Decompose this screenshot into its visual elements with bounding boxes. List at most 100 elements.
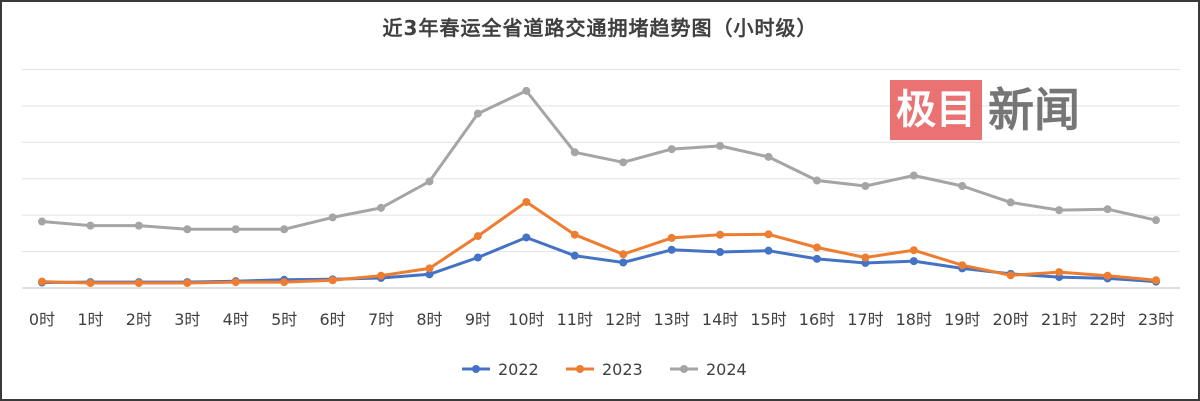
legend-label: 2023 <box>602 360 643 379</box>
data-point <box>280 278 289 287</box>
data-point <box>1055 268 1064 277</box>
data-point <box>38 277 46 286</box>
data-point <box>1152 216 1160 225</box>
data-point <box>764 152 773 161</box>
data-point <box>958 261 967 270</box>
data-point <box>473 109 482 118</box>
data-point <box>183 278 192 287</box>
watermark-text: 新闻 <box>988 83 1080 137</box>
data-point <box>473 232 482 241</box>
data-point <box>280 225 289 234</box>
data-point <box>134 221 143 230</box>
legend-label: 2022 <box>498 360 539 379</box>
data-point <box>570 148 579 157</box>
x-tick-label: 15时 <box>750 310 786 329</box>
legend-label: 2024 <box>706 360 747 379</box>
data-point <box>764 246 773 255</box>
data-point <box>38 217 46 226</box>
x-tick-label: 6时 <box>320 310 346 329</box>
x-tick-label: 14时 <box>702 310 738 329</box>
data-point <box>570 230 579 239</box>
data-point <box>667 145 676 154</box>
data-point <box>231 225 240 234</box>
x-tick-label: 13时 <box>653 310 689 329</box>
data-point <box>425 264 434 273</box>
data-point <box>667 233 676 242</box>
data-point <box>86 221 95 230</box>
data-point <box>619 158 628 167</box>
data-point <box>958 182 967 190</box>
data-point <box>1055 206 1064 215</box>
series-line-2024 <box>41 89 1157 231</box>
x-tick-label: 20时 <box>993 310 1029 329</box>
data-point <box>328 213 337 222</box>
legend-item-2023: 2023 <box>566 360 643 379</box>
x-tick-label: 10时 <box>508 310 544 329</box>
x-tick-label: 11时 <box>557 310 593 329</box>
x-tick-label: 22时 <box>1089 310 1125 329</box>
legend-item-2024: 2024 <box>670 360 747 379</box>
data-point <box>812 243 821 252</box>
x-axis-ticks: 0时 1时 2时 3时 4时 5时 6时 7时 8时 9时 10时 11时 12时 13时 14时 15时 16… <box>29 310 1174 329</box>
data-point <box>716 248 725 257</box>
x-tick-label: 17时 <box>847 310 883 329</box>
x-tick-label: 3时 <box>174 310 200 329</box>
data-point <box>231 278 240 287</box>
x-tick-label: 21时 <box>1041 310 1077 329</box>
legend-swatch-marker <box>472 365 480 373</box>
data-point <box>377 271 386 280</box>
gridlines <box>22 68 1180 289</box>
data-point <box>1152 276 1160 285</box>
data-point <box>425 270 434 279</box>
x-tick-label: 12时 <box>605 310 641 329</box>
data-point <box>909 257 918 266</box>
x-tick-label: 23时 <box>1138 310 1174 329</box>
data-point <box>812 176 821 185</box>
data-point <box>1103 205 1112 214</box>
data-point <box>1006 271 1015 280</box>
data-point <box>716 141 725 150</box>
data-point <box>619 258 628 267</box>
data-point <box>377 203 386 212</box>
data-point <box>619 250 628 259</box>
x-tick-label: 9时 <box>465 310 491 329</box>
data-point <box>522 86 531 95</box>
data-point <box>183 225 192 234</box>
series-2023 <box>38 197 1160 287</box>
x-tick-label: 8时 <box>416 310 442 329</box>
series-layer <box>38 86 1160 287</box>
legend-swatch-marker <box>680 365 688 373</box>
data-point <box>328 276 337 285</box>
data-point <box>861 258 870 267</box>
data-point <box>522 233 531 242</box>
data-point <box>861 182 870 190</box>
series-2022 <box>38 233 1160 287</box>
x-tick-label: 16时 <box>799 310 835 329</box>
data-point <box>909 246 918 255</box>
x-tick-label: 18时 <box>896 310 932 329</box>
data-point <box>764 230 773 239</box>
data-point <box>861 253 870 262</box>
data-point <box>716 230 725 239</box>
legend: 2022 2023 2024 <box>462 360 747 379</box>
data-point <box>86 278 95 287</box>
data-point <box>473 253 482 262</box>
data-point <box>522 197 531 206</box>
data-point <box>1103 271 1112 280</box>
series-2024 <box>38 86 1160 234</box>
data-point <box>425 177 434 186</box>
legend-item-2022: 2022 <box>462 360 539 379</box>
x-tick-label: 5时 <box>271 310 297 329</box>
x-tick-label: 1时 <box>77 310 103 329</box>
data-point <box>812 254 821 263</box>
data-point <box>570 251 579 260</box>
watermark-logo: 极目 新闻 <box>890 80 1080 140</box>
data-point <box>909 171 918 180</box>
x-tick-label: 19时 <box>944 310 980 329</box>
data-point <box>1006 198 1015 207</box>
chart-title: 近3年春运全省道路交通拥堵趋势图（小时级） <box>382 16 818 40</box>
x-tick-label: 2时 <box>126 310 152 329</box>
data-point <box>667 245 676 254</box>
